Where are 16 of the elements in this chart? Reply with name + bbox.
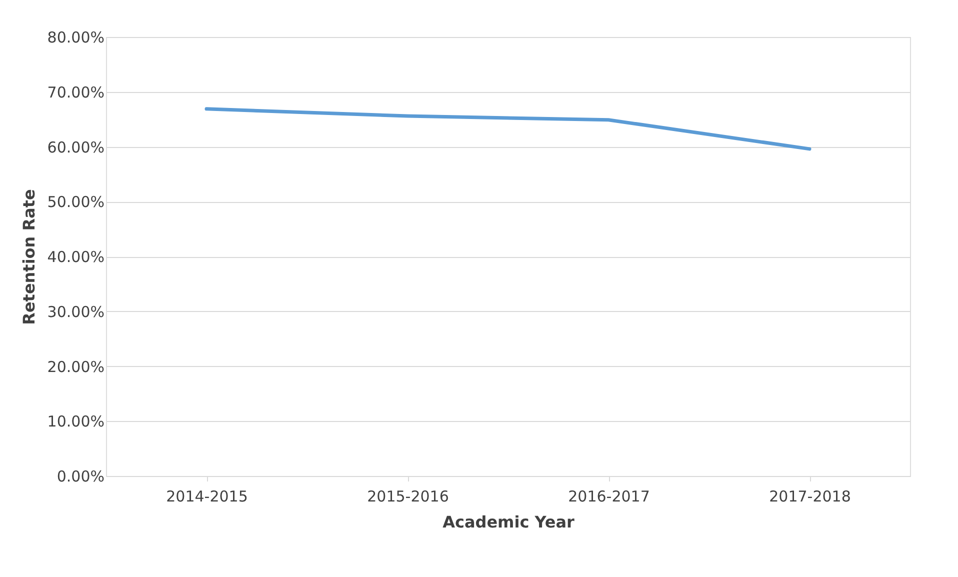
x-tick-label: 2014-2015 — [166, 488, 248, 506]
y-tick-label: 0.00% — [56, 468, 104, 486]
y-tick-label: 70.00% — [47, 83, 104, 102]
y-tick-label: 20.00% — [47, 358, 104, 376]
y-tick-label: 40.00% — [47, 248, 104, 266]
y-tick-label: 60.00% — [47, 138, 104, 156]
line-series — [204, 107, 812, 151]
x-axis-title: Academic Year — [442, 512, 575, 532]
x-tick-label: 2015-2016 — [367, 488, 449, 506]
x-tick-label: 2016-2017 — [568, 488, 650, 506]
y-tick-label: 10.00% — [47, 412, 104, 431]
y-tick-label: 30.00% — [47, 302, 104, 321]
y-tick-label: 50.00% — [47, 193, 104, 212]
y-tick-label: 80.00% — [47, 28, 104, 46]
x-tick-label: 2017-2018 — [769, 488, 851, 506]
y-axis-title: Retention Rate — [19, 188, 38, 325]
